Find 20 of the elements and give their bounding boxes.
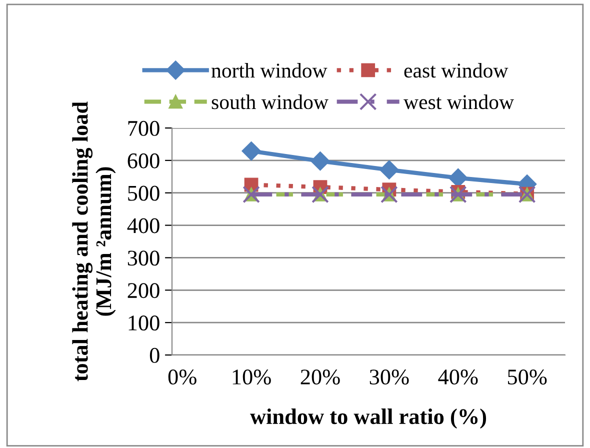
y-tick-label: 400 xyxy=(127,218,160,234)
y-tick-label: 700 xyxy=(128,120,160,136)
legend-label: north window xyxy=(212,63,328,78)
x-tick-label: 30% xyxy=(370,370,409,385)
legend-label: west window xyxy=(404,94,514,110)
y-tick-label: 200 xyxy=(128,283,160,298)
x-tick-label: 10% xyxy=(232,370,271,385)
legend-label: east window xyxy=(404,63,508,78)
legend-label: south window xyxy=(212,94,328,110)
y-tick-label: 0 xyxy=(150,348,160,363)
x-tick-label: 0% xyxy=(168,370,196,385)
x-tick-label: 40% xyxy=(438,370,478,385)
y-tick-label: 500 xyxy=(128,186,160,201)
x-axis-title: window to wall ratio (%) xyxy=(250,408,486,429)
x-tick-label: 50% xyxy=(508,370,547,385)
y-tick-label: 300 xyxy=(128,250,160,266)
y-tick-label: 600 xyxy=(128,153,160,168)
y-tick-label: 100 xyxy=(128,316,160,330)
x-tick-label: 20% xyxy=(300,370,340,385)
y-axis-title: total heating and cooling load (MJ/m ²annum) xyxy=(72,102,116,382)
